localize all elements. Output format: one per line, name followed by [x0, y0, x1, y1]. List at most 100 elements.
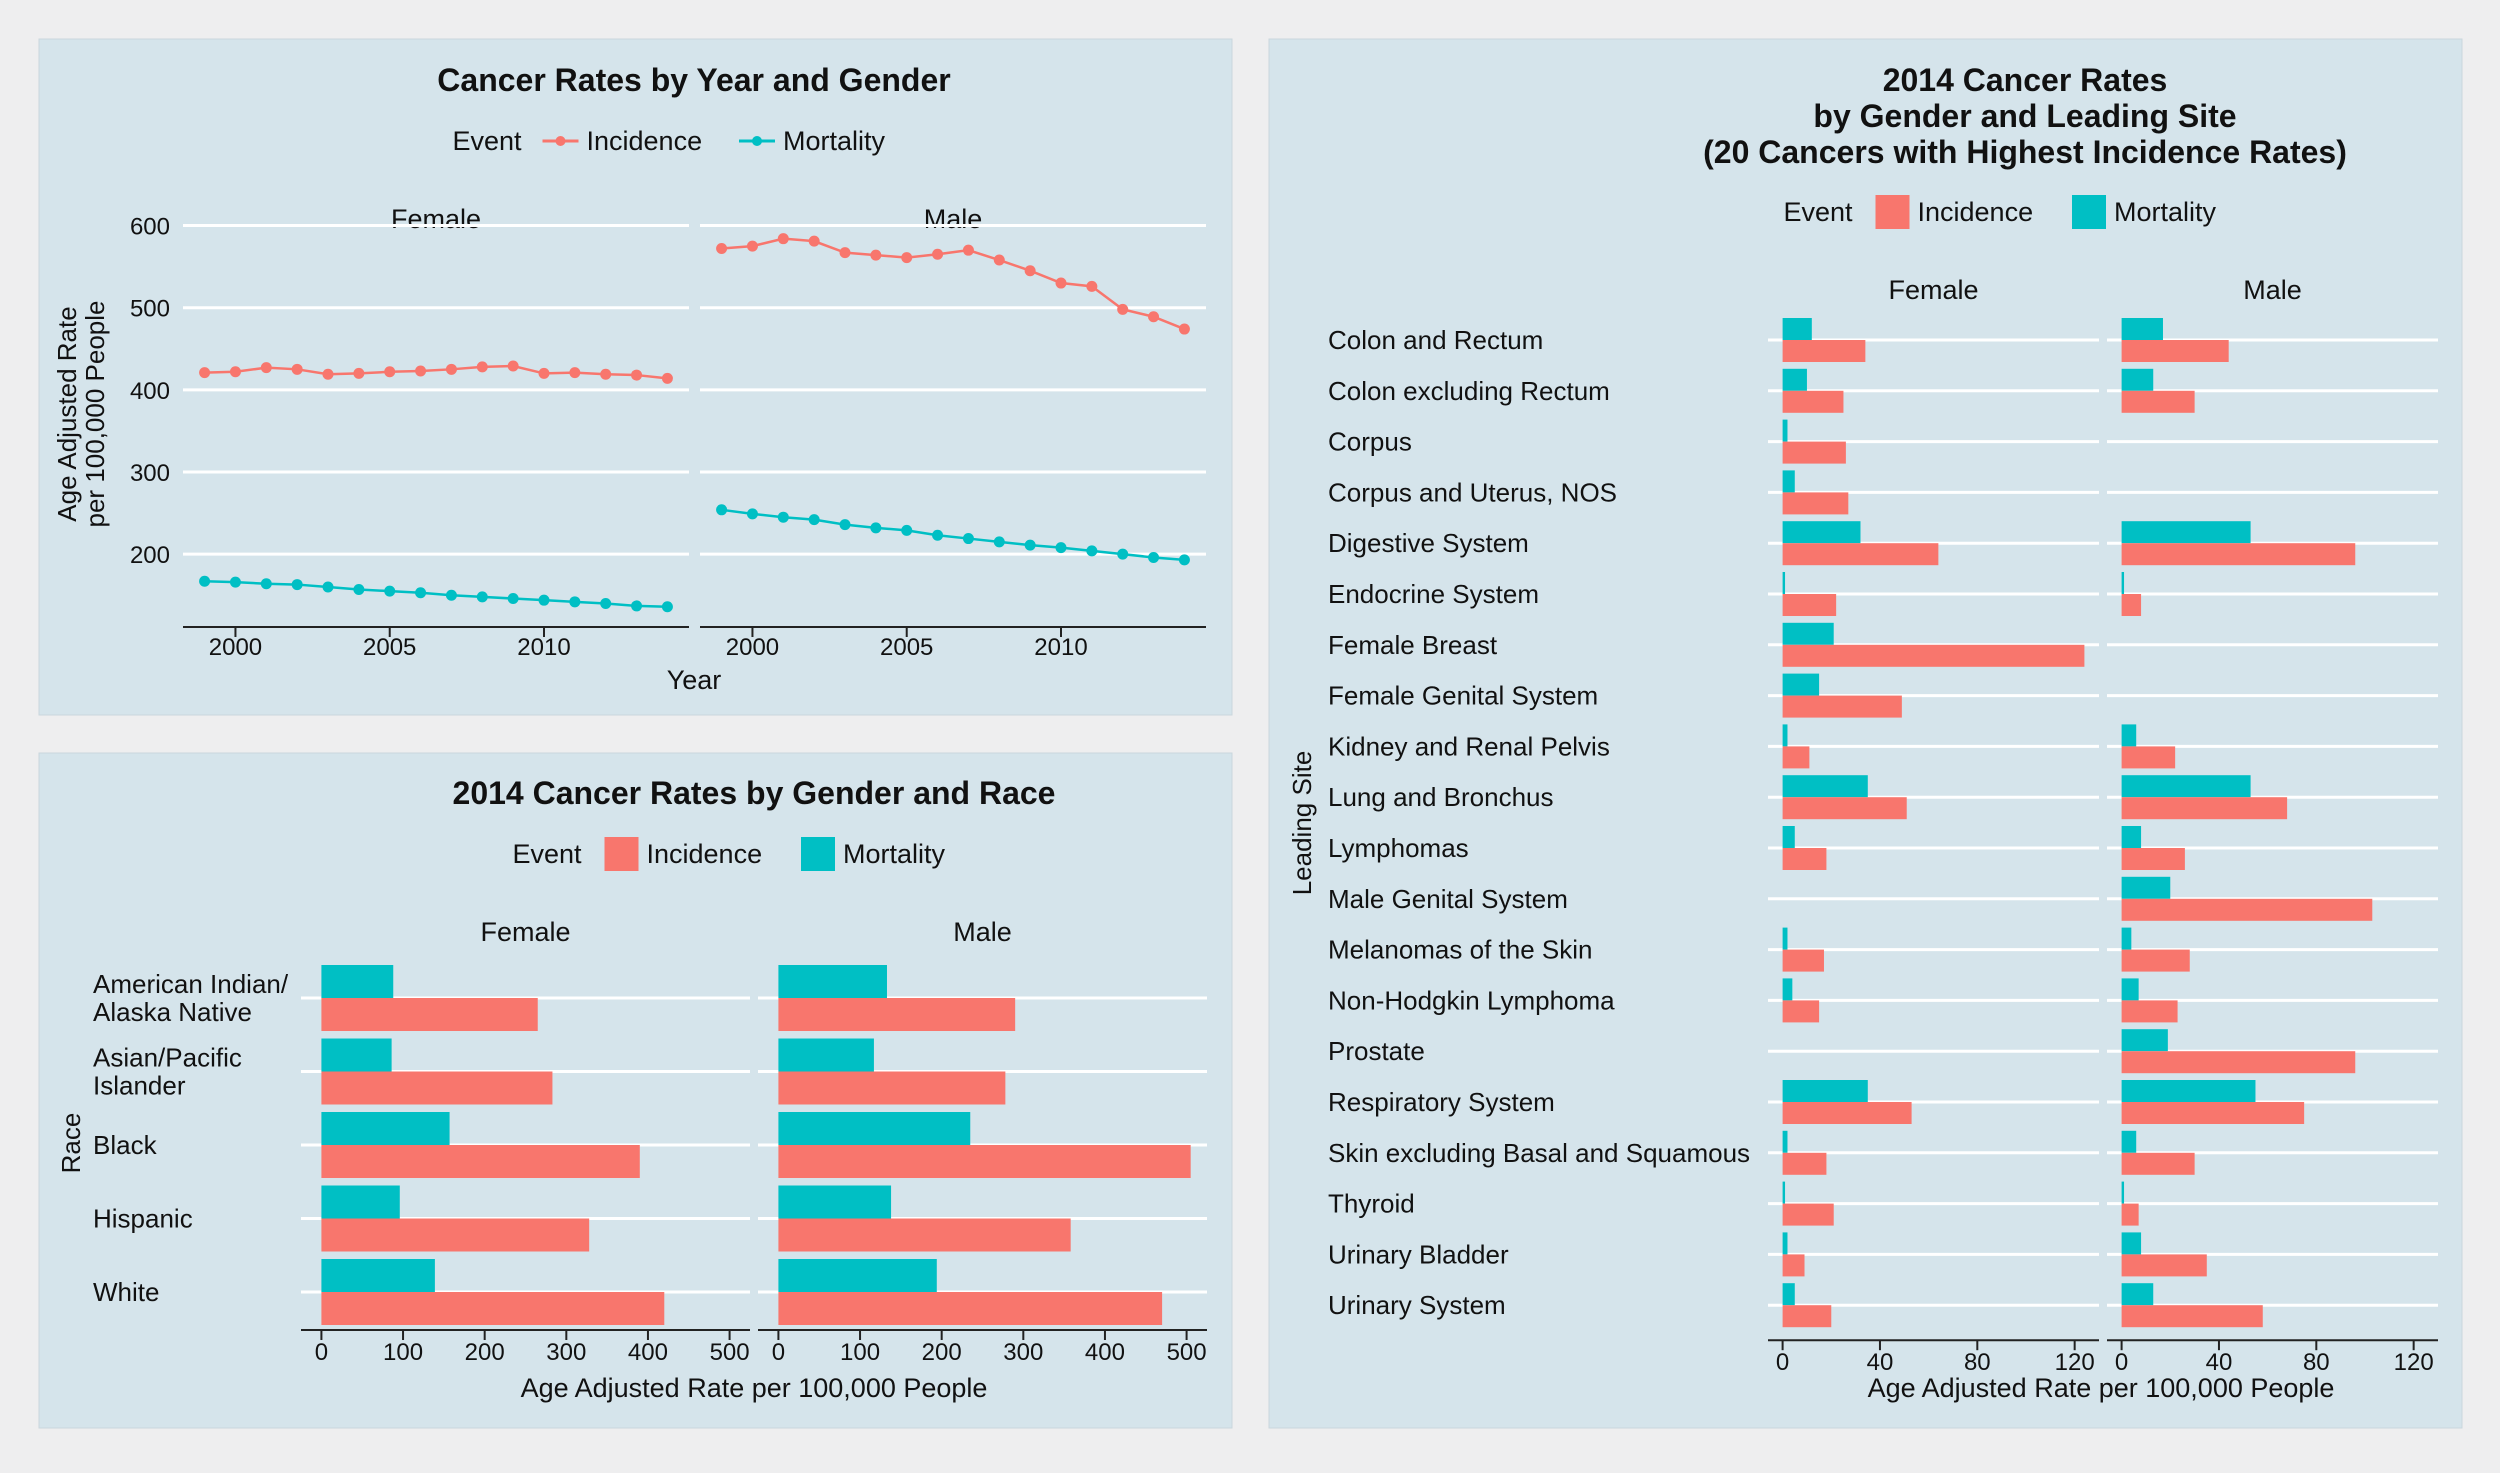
- data-point: [1148, 311, 1160, 323]
- data-point: [353, 583, 365, 595]
- data-point: [870, 249, 882, 261]
- bar-mortality: [1782, 673, 1820, 696]
- bar-incidence: [2121, 949, 2190, 972]
- legend-label: Mortality: [783, 126, 886, 156]
- legend-title: Event: [1784, 197, 1854, 227]
- y-tick-label-line: Islander: [93, 1071, 186, 1101]
- bar-incidence: [1782, 1152, 1827, 1175]
- bar-incidence: [321, 1292, 665, 1325]
- x-tick-label: 200: [922, 1339, 962, 1366]
- data-point: [384, 585, 396, 597]
- bar-incidence: [1782, 1305, 1832, 1328]
- x-tick-label: 500: [1167, 1339, 1207, 1366]
- y-axis-title: Leading Site: [1287, 751, 1317, 896]
- bar-incidence: [1782, 1254, 1805, 1277]
- facet-panel-male: Male 0 100 200 300 400 500: [758, 917, 1207, 1366]
- bar-mortality: [778, 1185, 892, 1219]
- bar-incidence: [1782, 441, 1846, 464]
- y-tick-label: Colon excluding Rectum: [1328, 376, 1610, 406]
- y-tick-label: Digestive System: [1328, 528, 1529, 558]
- y-tick-label: Urinary System: [1328, 1290, 1506, 1320]
- bar-mortality: [778, 1259, 937, 1292]
- y-tick-label: 500: [130, 296, 170, 323]
- data-point: [901, 524, 913, 536]
- data-point: [661, 372, 673, 384]
- y-tick-label: Urinary Bladder: [1328, 1239, 1509, 1269]
- bar-mortality: [321, 1112, 450, 1145]
- bar-mortality: [321, 1185, 400, 1219]
- bar-mortality: [2121, 876, 2171, 899]
- data-point: [538, 594, 550, 606]
- y-tick-label-line: White: [93, 1277, 159, 1307]
- y-tick-label: Melanomas of the Skin: [1328, 935, 1592, 965]
- y-tick-label: Respiratory System: [1328, 1087, 1555, 1117]
- x-tick-label: 2010: [1034, 634, 1087, 661]
- x-axis-title: Age Adjusted Rate per 100,000 People: [1868, 1373, 2335, 1403]
- bar-incidence: [1782, 848, 1827, 870]
- y-tick-label: White: [93, 1277, 159, 1307]
- data-point: [229, 366, 241, 378]
- x-tick-label: 0: [2115, 1349, 2128, 1376]
- legend-key-point: [555, 136, 566, 146]
- data-point: [445, 589, 457, 601]
- data-point: [199, 367, 211, 379]
- facet-panel-male: Male 2000 2005 2010: [700, 204, 1206, 661]
- bar-incidence: [2121, 390, 2195, 413]
- y-tick-label: Kidney and Renal Pelvis: [1328, 731, 1610, 761]
- y-tick-label: Female Genital System: [1328, 681, 1598, 711]
- legend-label: Incidence: [587, 126, 703, 156]
- data-point: [415, 587, 427, 599]
- bar-mortality: [1782, 318, 1812, 340]
- bar-incidence: [2121, 1254, 2207, 1277]
- y-tick-label: Skin excluding Basal and Squamous: [1328, 1138, 1750, 1168]
- bar-incidence: [2121, 1102, 2305, 1124]
- data-point: [1148, 551, 1160, 563]
- series-line-incidence: [204, 364, 668, 380]
- bar-mortality: [1782, 775, 1868, 798]
- bar-mortality: [2121, 1283, 2154, 1306]
- data-point: [415, 365, 427, 377]
- data-point: [1117, 303, 1129, 315]
- data-point: [777, 233, 789, 245]
- bar-mortality: [1782, 622, 1834, 645]
- y-axis-title: Race: [56, 1113, 86, 1174]
- bar-incidence: [2121, 1152, 2195, 1175]
- bar-mortality: [1782, 1232, 1788, 1255]
- x-tick-label: 100: [840, 1339, 880, 1366]
- y-tick-label: American Indian/Alaska Native: [93, 969, 289, 1027]
- data-point: [569, 596, 581, 608]
- data-point: [808, 235, 820, 247]
- y-tick-label: 600: [130, 214, 170, 241]
- bar-incidence: [321, 998, 538, 1031]
- bar-incidence: [2121, 543, 2356, 566]
- facet-label: Female: [1888, 275, 1978, 305]
- y-tick-label: 300: [130, 460, 170, 487]
- bar-incidence: [778, 1292, 1163, 1325]
- data-point: [199, 575, 211, 587]
- y-tick-label: Prostate: [1328, 1036, 1425, 1066]
- x-tick-label: 2000: [726, 634, 779, 661]
- series-line-mortality: [204, 580, 668, 608]
- bar-incidence: [1782, 390, 1844, 413]
- bar-mortality: [1782, 1130, 1788, 1153]
- x-tick-label: 300: [546, 1339, 586, 1366]
- bar-incidence: [778, 1071, 1006, 1105]
- y-tick-label-line: American Indian/: [93, 969, 289, 999]
- bar-mortality: [1782, 1181, 1786, 1204]
- y-tick-label: Male Genital System: [1328, 884, 1568, 914]
- bar-incidence: [2121, 1051, 2356, 1074]
- data-point: [1086, 545, 1098, 557]
- data-point: [932, 529, 944, 541]
- x-tick-label: 80: [2303, 1349, 2330, 1376]
- bar-incidence: [1782, 644, 2085, 667]
- y-tick-label: Black: [93, 1130, 158, 1160]
- data-point: [507, 360, 519, 372]
- legend-key-box: [2072, 195, 2106, 229]
- bar-incidence: [2121, 898, 2373, 921]
- legend-label: Mortality: [843, 839, 946, 869]
- bar-incidence: [1782, 695, 1902, 718]
- bar-mortality: [2121, 1181, 2125, 1204]
- y-tick-label: Lung and Bronchus: [1328, 782, 1554, 812]
- bar-mortality: [778, 1038, 874, 1072]
